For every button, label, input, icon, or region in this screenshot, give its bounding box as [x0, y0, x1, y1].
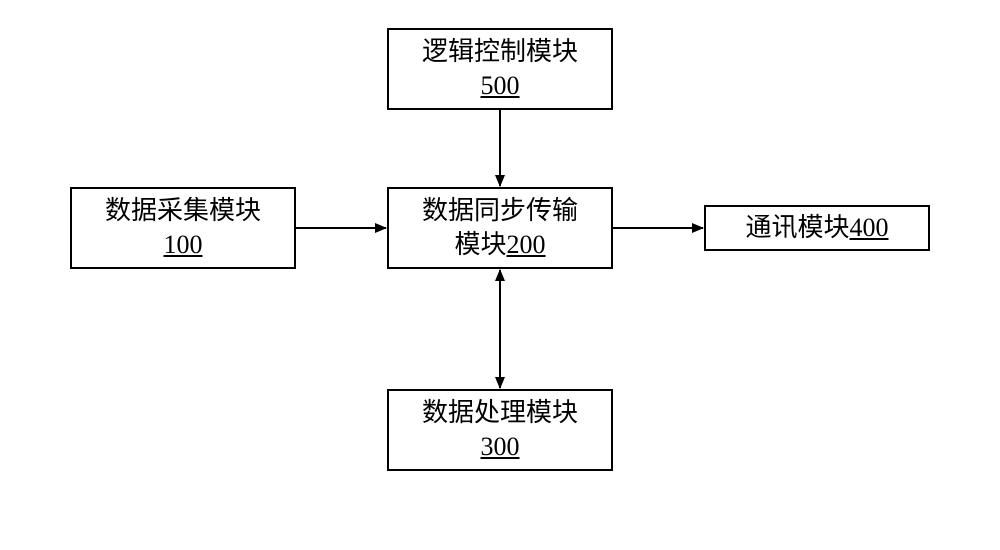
diagram-arrows — [0, 0, 1000, 550]
